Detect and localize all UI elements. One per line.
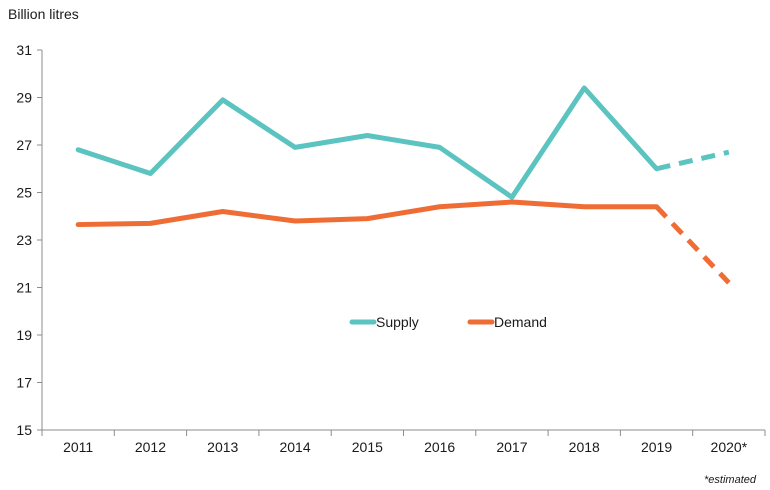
demand-estimated-line xyxy=(654,205,731,285)
x-tick-label: 2016 xyxy=(424,439,455,455)
y-tick-label: 29 xyxy=(16,90,32,106)
x-tick-label: 2019 xyxy=(641,439,672,455)
x-tick-label: 2011 xyxy=(63,439,93,455)
tick-labels: 15 17 19 21 23 25 27 29 31 2011 2012 2013 2014 2015 20… xyxy=(16,42,747,455)
x-tick-label: 2017 xyxy=(496,439,527,455)
y-tick-label: 25 xyxy=(16,185,32,201)
x-tick-label: 2018 xyxy=(569,439,600,455)
x-tick-label: 2020* xyxy=(711,439,748,455)
y-tick-label: 31 xyxy=(16,42,32,58)
chart-axes xyxy=(37,49,766,436)
y-tick-label: 27 xyxy=(16,137,32,153)
x-tick-label: 2013 xyxy=(207,439,238,455)
y-tick-label: 19 xyxy=(16,327,32,343)
y-axis-unit-label: Billion litres xyxy=(8,6,79,22)
estimated-footnote: *estimated xyxy=(704,474,756,486)
supply-estimated-line xyxy=(655,149,730,172)
supply-series-line xyxy=(75,85,660,200)
y-tick-label: 21 xyxy=(16,280,32,296)
y-tick-label: 15 xyxy=(16,422,32,438)
x-tick-label: 2012 xyxy=(135,439,166,455)
x-tick-label: 2014 xyxy=(279,439,310,455)
x-tick-label: 2015 xyxy=(352,439,383,455)
series-lines xyxy=(75,85,731,285)
demand-series-line xyxy=(75,199,660,228)
chart-legend: Supply Demand xyxy=(349,314,547,330)
y-tick-label: 23 xyxy=(16,232,32,248)
demand-legend-label: Demand xyxy=(494,314,547,330)
supply-legend-label: Supply xyxy=(376,314,419,330)
y-tick-label: 17 xyxy=(16,375,32,391)
